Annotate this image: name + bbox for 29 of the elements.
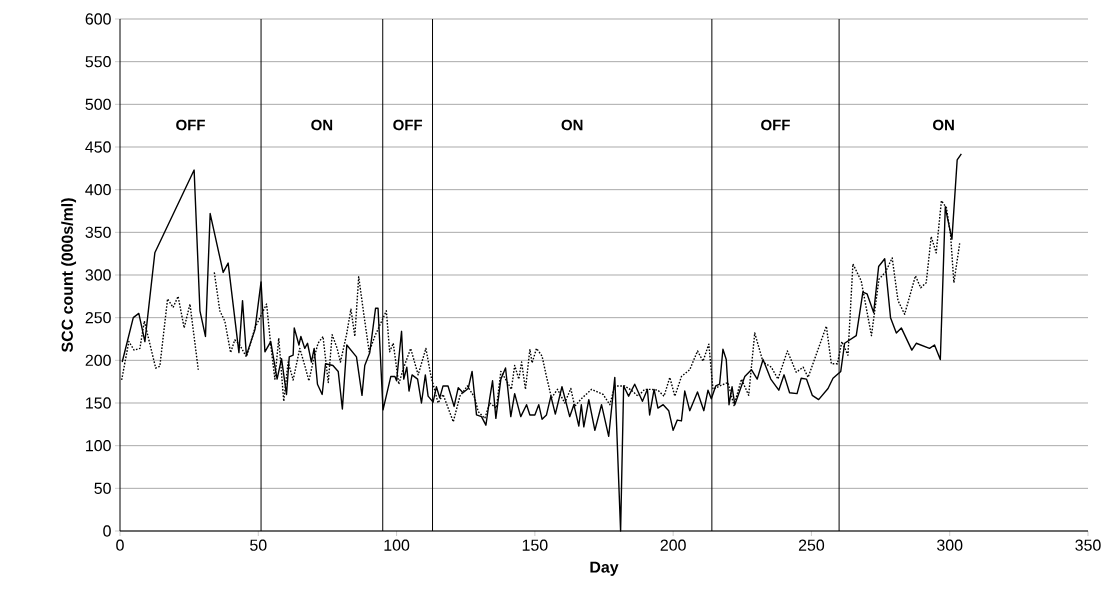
- y-tick-label: 300: [85, 269, 111, 281]
- y-tick-label: 450: [85, 141, 111, 153]
- annotation: OFF: [176, 119, 205, 131]
- x-tick-label: 150: [522, 539, 548, 551]
- y-tick-label: 200: [85, 354, 111, 366]
- annotation: OFF: [761, 119, 790, 131]
- annotation: ON: [311, 119, 333, 131]
- y-tick-label: 600: [85, 13, 111, 25]
- x-tick-label: 200: [660, 539, 686, 551]
- x-axis-title: Day: [590, 561, 619, 576]
- y-tick-label: 250: [85, 312, 111, 324]
- x-tick-label: 100: [384, 539, 410, 551]
- annotation: ON: [933, 119, 954, 131]
- x-tick-label: 0: [116, 539, 124, 551]
- y-tick-label: 350: [85, 226, 111, 238]
- y-tick-label: 50: [94, 482, 111, 494]
- y-tick-label: 0: [103, 525, 111, 537]
- y-tick-label: 100: [86, 440, 111, 452]
- y-axis-title: SCC count (000s/ml): [61, 198, 77, 353]
- x-tick-label: 350: [1075, 539, 1101, 551]
- y-tick-label: 550: [85, 56, 111, 68]
- y-tick-label: 150: [86, 397, 111, 409]
- annotation: OFF: [393, 119, 423, 131]
- annotation: ON: [561, 119, 583, 131]
- x-tick-label: 250: [798, 539, 825, 551]
- x-tick-label: 50: [250, 539, 267, 551]
- x-tick-label: 300: [937, 539, 963, 551]
- y-tick-label: 500: [85, 98, 111, 110]
- y-tick-label: 400: [85, 184, 111, 196]
